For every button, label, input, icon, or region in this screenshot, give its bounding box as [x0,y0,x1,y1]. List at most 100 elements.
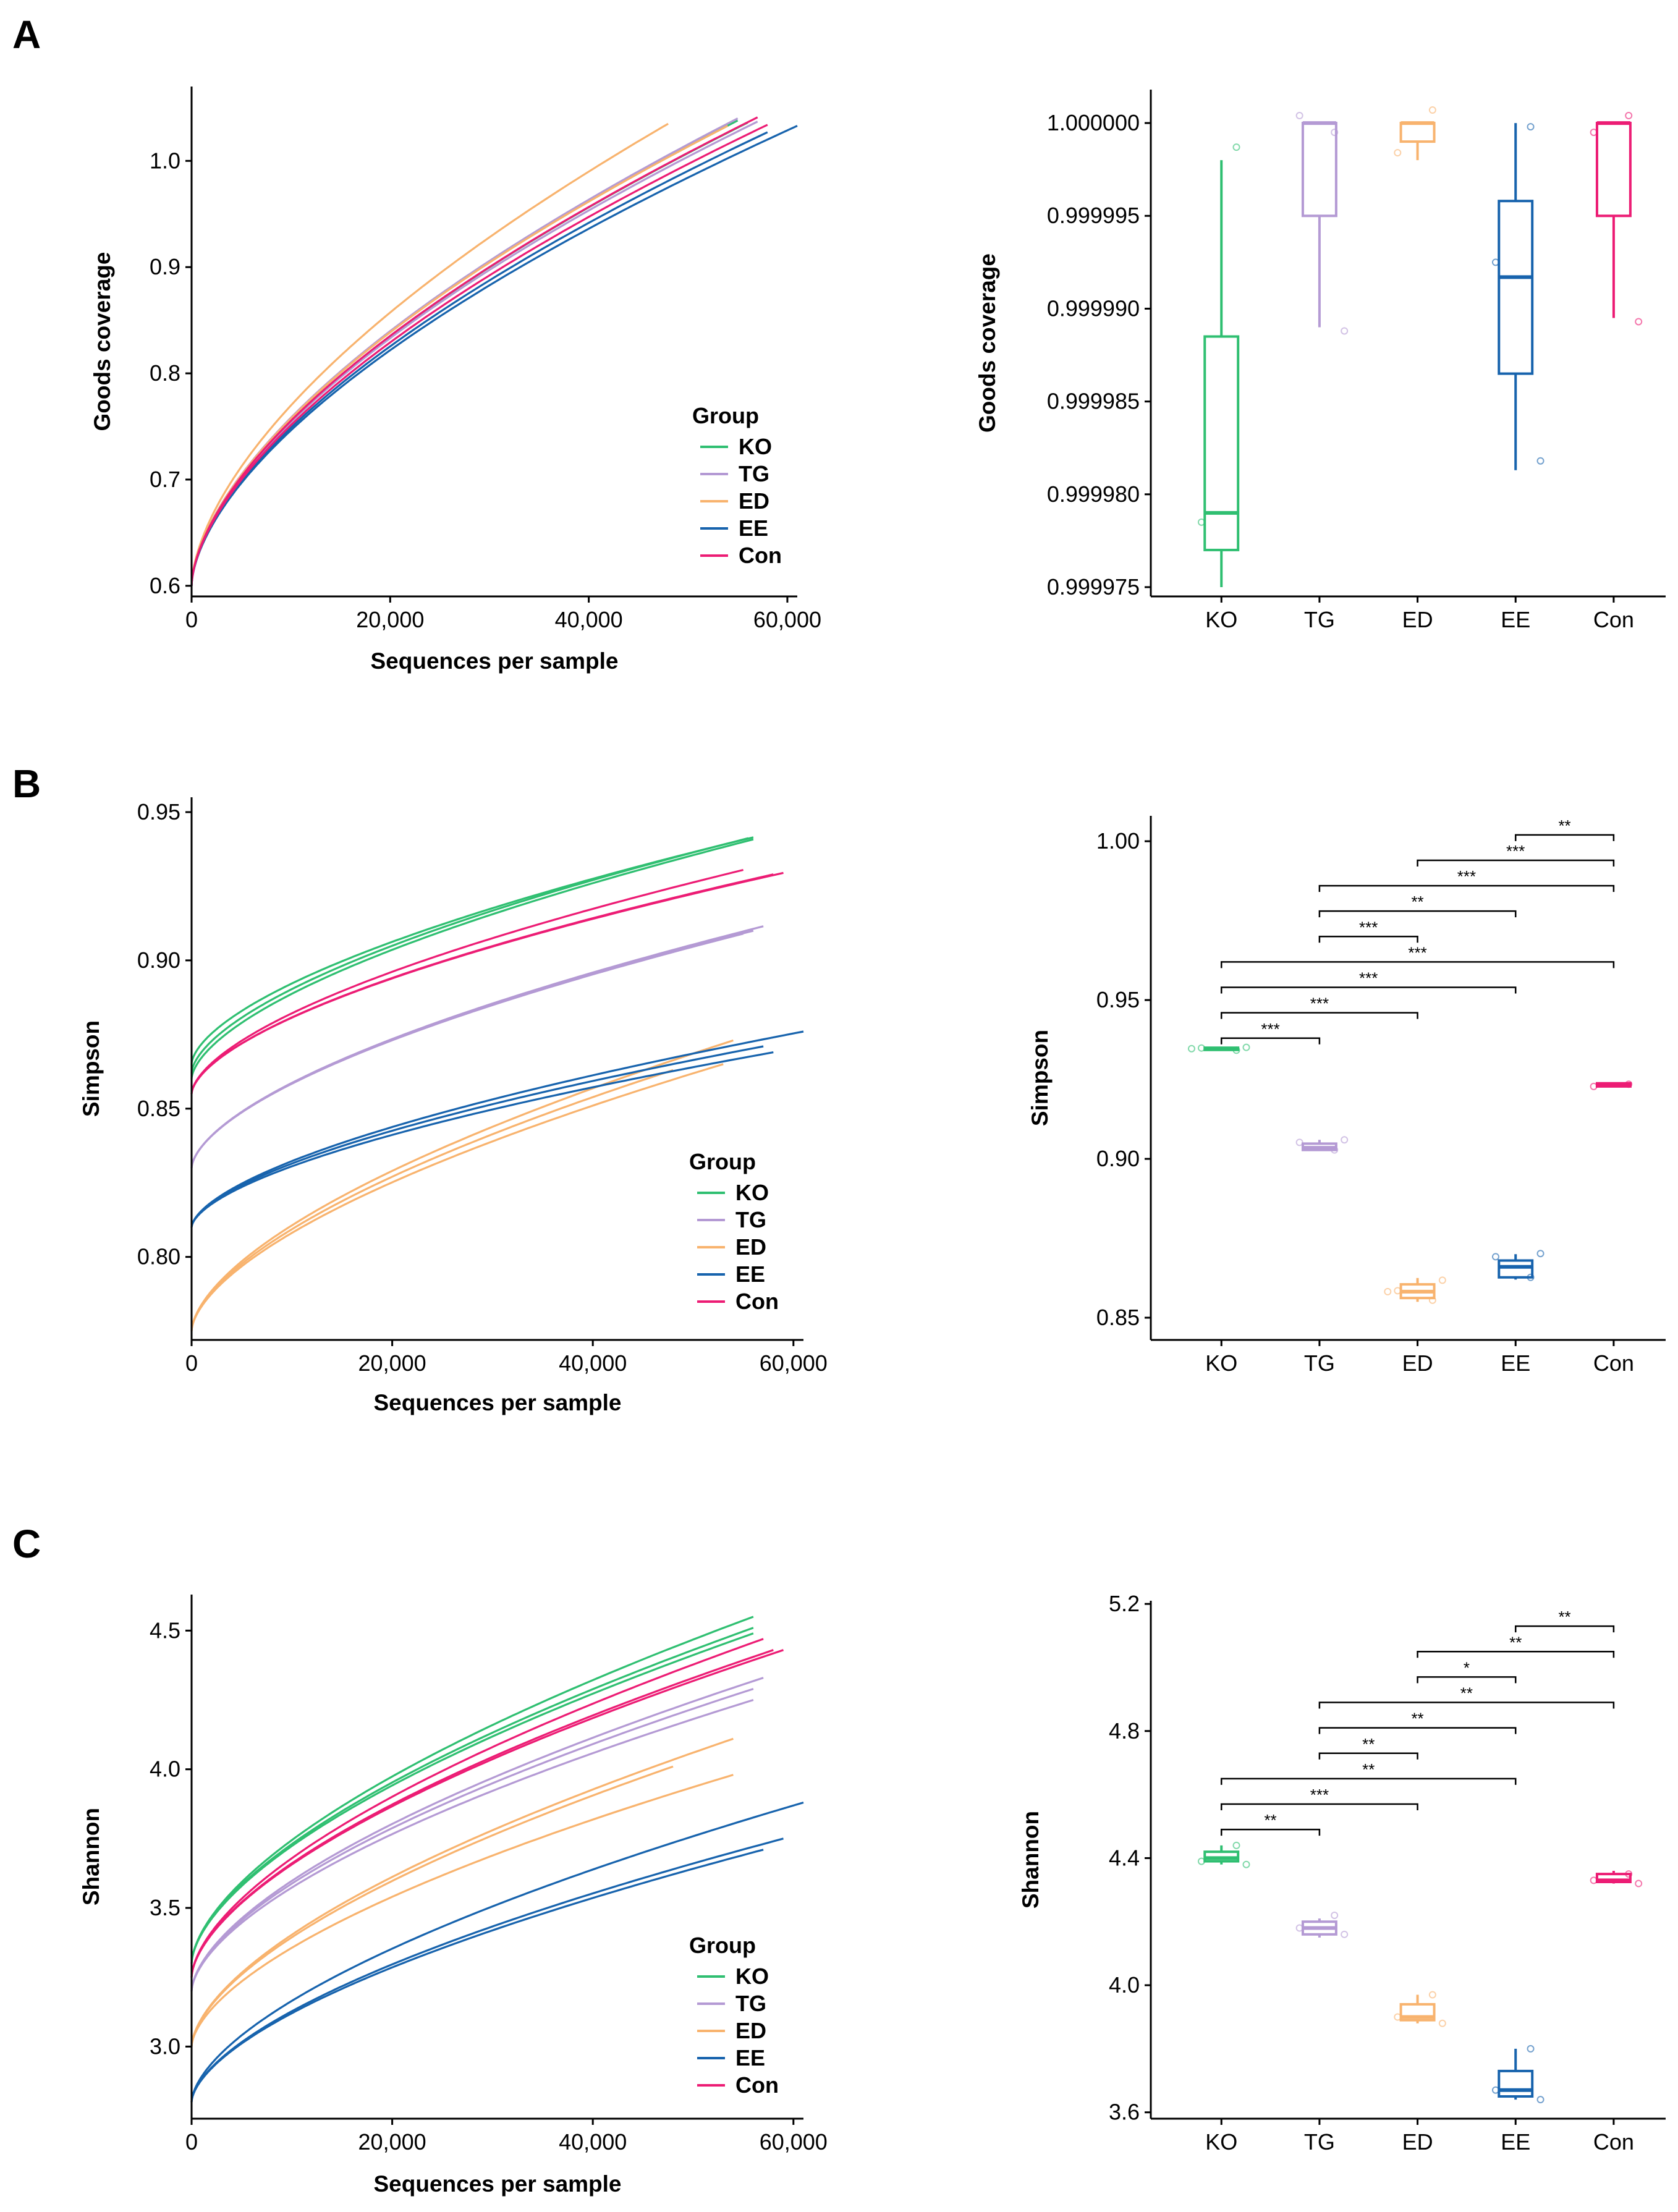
box-point-con [1635,318,1643,326]
boxplot-goods-coverage: 0.999975 0.999980 0.999985 0.999990 0.999995… [975,90,1666,632]
legend-label-con: Con [735,2072,779,2098]
significance-label: *** [1261,1020,1279,1038]
y-tick-label: 4.0 [150,1756,180,1782]
y-tick-label: 0.80 [137,1244,180,1269]
box-point-ko [1197,518,1205,526]
significance-bracket [1417,1676,1517,1684]
y-tick-label: 0.95 [137,799,180,824]
legend-label-ee: EE [735,2045,765,2070]
x-tick-label: 0 [185,2129,198,2155]
box-point-con [1625,112,1633,120]
x-tick-label: 60,000 [760,2129,828,2155]
box-point-ed [1394,1287,1402,1295]
x-tick-label-ko: KO [1205,1350,1237,1376]
series-line-ko-2 [190,837,749,1074]
significance-label: ** [1411,1710,1423,1728]
box-point-ed [1428,106,1436,114]
significance-bracket [1220,986,1517,994]
y-axis-label: Simpson [1027,1030,1053,1126]
x-tick-label-ed: ED [1402,1350,1433,1376]
legend-label-ko: KO [739,434,772,459]
x-tick-label-ko: KO [1205,2129,1237,2155]
legend-label-ee: EE [735,1261,765,1287]
x-tick-label: 20,000 [358,2129,426,2155]
legend-title: Group [689,1149,756,1174]
significance-bracket [1220,1778,1517,1785]
y-tick-label: 0.95 [1096,987,1140,1012]
panel-label-c: C [12,1522,41,1566]
series-line-tg-5 [190,930,754,1168]
box-point-tg [1295,1924,1303,1932]
significance-bracket [1318,1752,1418,1760]
box-point-ee [1527,123,1535,131]
x-tick-label-con: Con [1593,1350,1634,1376]
series-line-con-9 [190,124,768,586]
rarefaction-chart-simpson: 0.80 0.85 0.90 0.95 0 20,000 40,000 60,000 Seque… [78,797,828,1415]
series-line-ee-7 [190,131,768,586]
legend-label-con: Con [735,1289,779,1314]
y-tick-label: 0.999985 [1047,389,1140,414]
series-line-ed-8 [190,1774,734,2047]
box-point-ee [1536,1250,1545,1258]
x-tick-label: 40,000 [559,2129,627,2155]
box-point-con [1625,1870,1633,1878]
significance-label: *** [1310,1786,1329,1804]
box-point-ko [1232,1841,1240,1849]
box-point-ed [1384,1287,1392,1295]
significance-label: *** [1457,867,1476,886]
rarefaction-chart-goods-coverage: 0.6 0.7 0.8 0.9 1.0 0 20,000 40,000 60,000 Sequen… [90,87,821,674]
x-tick-label-ee: EE [1501,2129,1530,2155]
panel-label-a: A [12,12,41,57]
series-line-tg-3 [190,925,764,1168]
box-ee [1498,200,1534,375]
box-point-ee [1491,1253,1499,1261]
box-point-ed [1438,2019,1446,2027]
y-tick-label: 4.4 [1109,1845,1140,1870]
x-tick-label: 0 [185,1350,198,1376]
x-tick-label-tg: TG [1304,1350,1335,1376]
series-line-ed-8 [190,1039,734,1331]
x-tick-label: 60,000 [760,1350,828,1376]
legend-label-ko: KO [735,1180,769,1205]
series-line-con-12 [190,1638,764,1978]
x-tick-label: 20,000 [356,607,424,632]
box-ee [1498,1259,1534,1279]
legend-label-ko: KO [735,1964,769,1989]
series-line-tg-3 [190,121,758,586]
significance-label: ** [1411,892,1423,911]
y-tick-label: 0.90 [137,947,180,973]
x-axis-label: Sequences per sample [373,1390,621,1415]
significance-bracket [1514,1625,1615,1633]
y-tick-label: 0.999995 [1047,203,1140,228]
legend-title: Group [689,1933,756,1958]
box-point-tg [1341,1136,1349,1144]
significance-label: *** [1408,943,1426,962]
x-tick-label-ee: EE [1501,607,1530,632]
box-ed [1399,2002,1436,2022]
box-point-ko [1187,1045,1195,1053]
significance-bracket [1220,1037,1321,1045]
significance-bracket [1417,1651,1615,1658]
box-ee [1498,2069,1534,2098]
series-line-ko-0 [190,1616,754,1964]
box-point-con [1625,1080,1633,1088]
series-line-ko-0 [190,119,739,586]
significance-label: *** [1506,842,1525,860]
box-ed [1399,122,1436,143]
y-tick-label: 5.2 [1109,1591,1140,1616]
x-axis-label: Sequences per sample [370,648,618,674]
series-line-ko-2 [190,1632,754,1964]
box-point-tg [1331,129,1339,137]
x-tick-label-tg: TG [1304,607,1335,632]
box-point-tg [1295,112,1303,120]
x-tick-label: 40,000 [555,607,623,632]
series-line-ed-7 [190,1765,674,2047]
box-point-con [1635,1879,1643,1888]
box-point-ed [1394,2013,1402,2021]
box-point-tg [1341,1930,1349,1938]
significance-label: ** [1558,816,1570,835]
y-tick-label: 3.0 [150,2033,180,2059]
series-line-ko-0 [190,836,754,1064]
box-con [1595,122,1632,218]
